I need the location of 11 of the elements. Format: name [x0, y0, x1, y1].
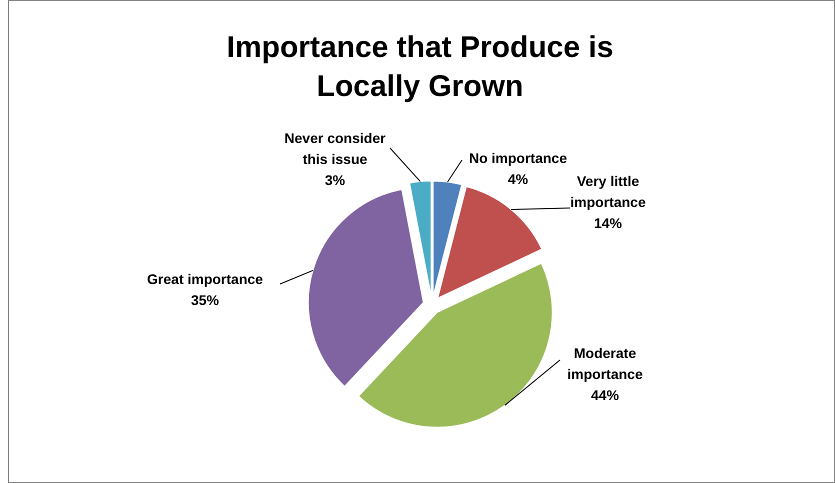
slice-label: Never consider this issue	[284, 130, 386, 167]
slice-label: No importance	[468, 150, 568, 166]
slice-label: Very little importance	[570, 173, 646, 210]
data-label: 35%	[190, 292, 220, 308]
data-label: 44%	[590, 387, 620, 403]
data-label: 4%	[508, 171, 529, 187]
data-label: 14%	[594, 215, 623, 231]
chart-title: Importance that Produce is Locally Grown	[226, 31, 614, 103]
slice-label: Great importance	[147, 271, 264, 287]
data-label: 3%	[324, 172, 346, 188]
slice-label: Moderate importance	[567, 345, 643, 382]
